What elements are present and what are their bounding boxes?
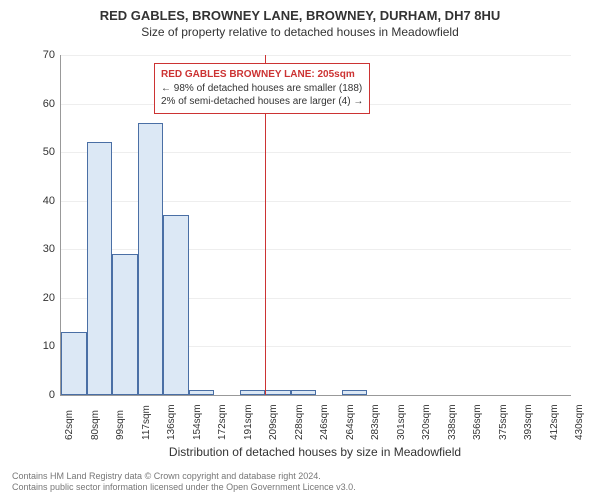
x-tick-label: 154sqm	[192, 404, 203, 440]
y-tick-label: 50	[25, 146, 55, 158]
histogram-bar	[291, 390, 317, 395]
x-tick-label: 283sqm	[370, 404, 381, 440]
marker-callout: RED GABLES BROWNEY LANE: 205sqm ← 98% of…	[154, 63, 370, 114]
footer-attribution: Contains HM Land Registry data © Crown c…	[12, 471, 356, 494]
histogram-bar	[61, 332, 87, 395]
y-tick-label: 40	[25, 195, 55, 207]
callout-line2: 2% of semi-detached houses are larger (4…	[161, 95, 363, 109]
y-tick-label: 10	[25, 340, 55, 352]
x-axis-label: Distribution of detached houses by size …	[60, 445, 570, 459]
chart-container: RED GABLES, BROWNEY LANE, BROWNEY, DURHA…	[0, 0, 600, 500]
x-tick-label: 412sqm	[549, 404, 560, 440]
x-tick-label: 228sqm	[294, 404, 305, 440]
footer-line1: Contains HM Land Registry data © Crown c…	[12, 471, 356, 483]
x-tick-label: 191sqm	[243, 404, 254, 440]
x-tick-label: 246sqm	[319, 404, 330, 440]
footer-line2: Contains public sector information licen…	[12, 482, 356, 494]
x-tick-label: 375sqm	[498, 404, 509, 440]
x-tick-label: 62sqm	[64, 410, 75, 440]
x-tick-label: 393sqm	[523, 404, 534, 440]
x-tick-label: 338sqm	[447, 404, 458, 440]
y-tick-label: 60	[25, 98, 55, 110]
histogram-bar	[265, 390, 291, 395]
histogram-bar	[87, 142, 113, 395]
y-tick-label: 30	[25, 243, 55, 255]
x-tick-label: 430sqm	[574, 404, 585, 440]
y-tick-label: 70	[25, 49, 55, 61]
x-tick-label: 117sqm	[141, 405, 152, 440]
chart-title-sub: Size of property relative to detached ho…	[0, 23, 600, 39]
histogram-bar	[112, 254, 138, 395]
x-tick-label: 356sqm	[472, 404, 483, 440]
x-tick-label: 209sqm	[268, 404, 279, 440]
x-tick-label: 320sqm	[421, 404, 432, 440]
y-tick-label: 0	[25, 389, 55, 401]
x-tick-label: 80sqm	[90, 410, 101, 440]
histogram-bar	[342, 390, 368, 395]
y-tick-label: 20	[25, 292, 55, 304]
histogram-bar	[163, 215, 189, 395]
callout-title: RED GABLES BROWNEY LANE: 205sqm	[161, 68, 363, 82]
x-tick-label: 99sqm	[115, 410, 126, 440]
histogram-bar	[240, 390, 266, 395]
histogram-bar	[138, 123, 164, 395]
x-tick-label: 301sqm	[396, 404, 407, 440]
x-tick-label: 264sqm	[345, 404, 356, 440]
gridline	[61, 55, 571, 56]
x-tick-label: 172sqm	[217, 404, 228, 440]
chart-title-main: RED GABLES, BROWNEY LANE, BROWNEY, DURHA…	[0, 0, 600, 23]
chart-area: Number of detached properties RED GABLES…	[60, 55, 570, 395]
x-tick-label: 136sqm	[166, 404, 177, 440]
callout-line1: ← 98% of detached houses are smaller (18…	[161, 82, 363, 96]
histogram-bar	[189, 390, 215, 395]
